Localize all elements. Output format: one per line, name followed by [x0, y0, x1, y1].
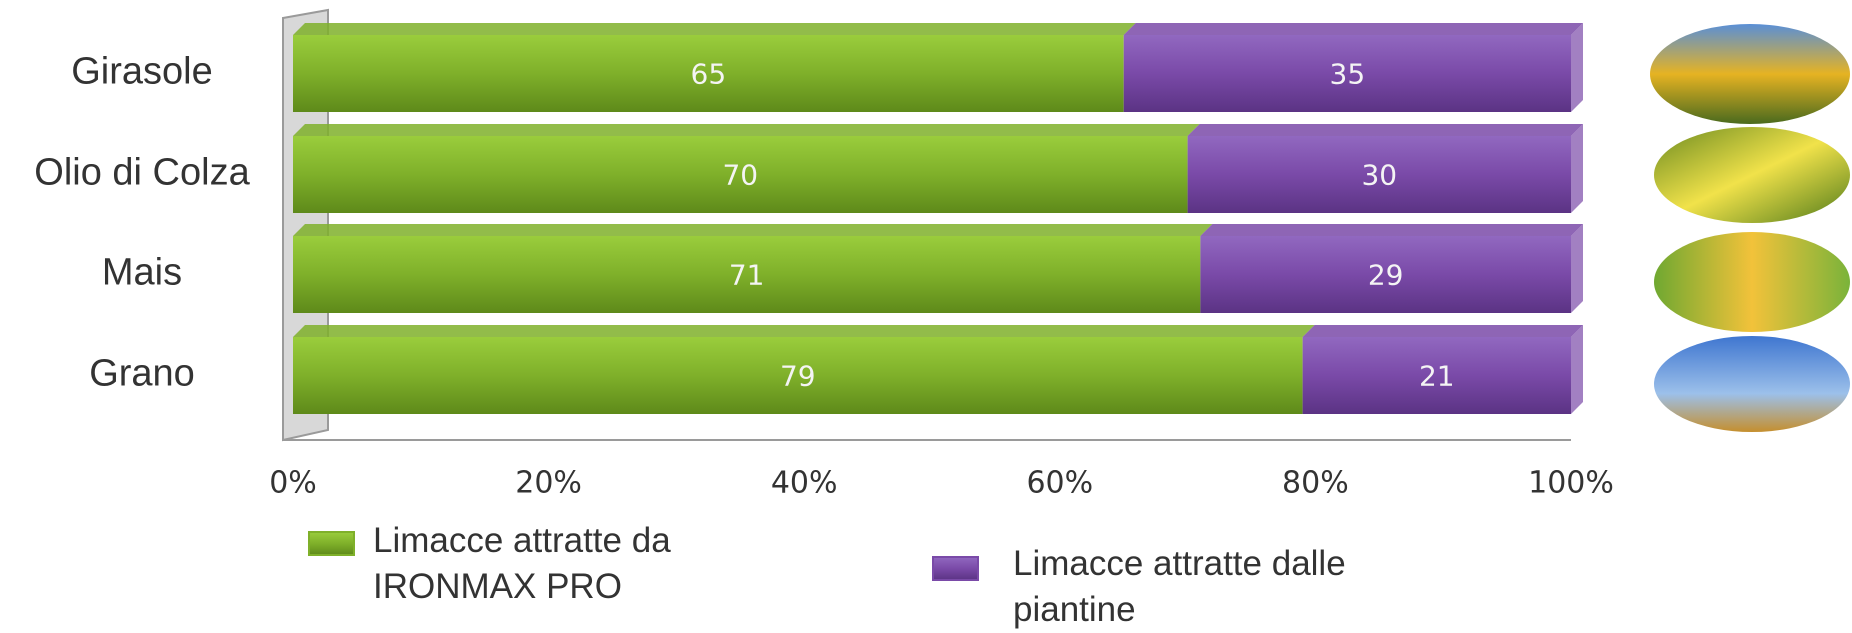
bar-value-label: 35 [1330, 58, 1366, 91]
y-tick-label: Girasole [71, 51, 213, 93]
bar [1200, 236, 1571, 313]
bar-value-label: 65 [691, 58, 727, 91]
bar [293, 236, 1201, 313]
bar-top [293, 23, 1136, 35]
bar-value-label: 71 [729, 259, 765, 292]
bar [1123, 35, 1571, 112]
bar-side [1571, 23, 1583, 112]
bar-top [1200, 224, 1583, 236]
bar [1187, 136, 1571, 213]
bar-top [1302, 325, 1583, 337]
y-tick-label: Mais [102, 252, 182, 294]
x-tick-label: 80% [1282, 466, 1349, 501]
legend-swatch [308, 531, 355, 556]
corn-image [1654, 232, 1850, 332]
bar-side [1571, 124, 1583, 213]
x-tick-label: 100% [1528, 466, 1614, 501]
bar-value-label: 21 [1419, 360, 1455, 393]
bar-top [293, 325, 1315, 337]
y-tick-label: Grano [89, 353, 195, 395]
y-tick-label: Olio di Colza [34, 152, 250, 194]
x-tick-label: 40% [771, 466, 838, 501]
bar-top [293, 124, 1200, 136]
bar-value-label: 29 [1368, 259, 1404, 292]
wheat-image [1654, 336, 1850, 432]
bar [293, 35, 1124, 112]
bar-side [1571, 224, 1583, 313]
x-tick-label: 20% [515, 466, 582, 501]
bar-top [293, 224, 1213, 236]
bar [1302, 337, 1571, 414]
legend-label: Limacce attratte da IRONMAX PRO [373, 521, 671, 606]
bar [293, 136, 1188, 213]
bar-side [1571, 325, 1583, 414]
rapeseed-image [1654, 127, 1850, 223]
bar-top [1187, 124, 1583, 136]
bar-value-label: 79 [780, 360, 816, 393]
x-tick-label: 0% [269, 466, 317, 501]
legend-swatch [932, 556, 979, 581]
bar [293, 337, 1303, 414]
bar-value-label: 30 [1361, 159, 1397, 192]
x-tick-label: 60% [1026, 466, 1093, 501]
bar-top [1123, 23, 1583, 35]
sunflower-image [1650, 24, 1850, 124]
legend-label: Limacce attratte dalle piantine [1013, 544, 1346, 629]
bar-value-label: 70 [722, 159, 758, 192]
